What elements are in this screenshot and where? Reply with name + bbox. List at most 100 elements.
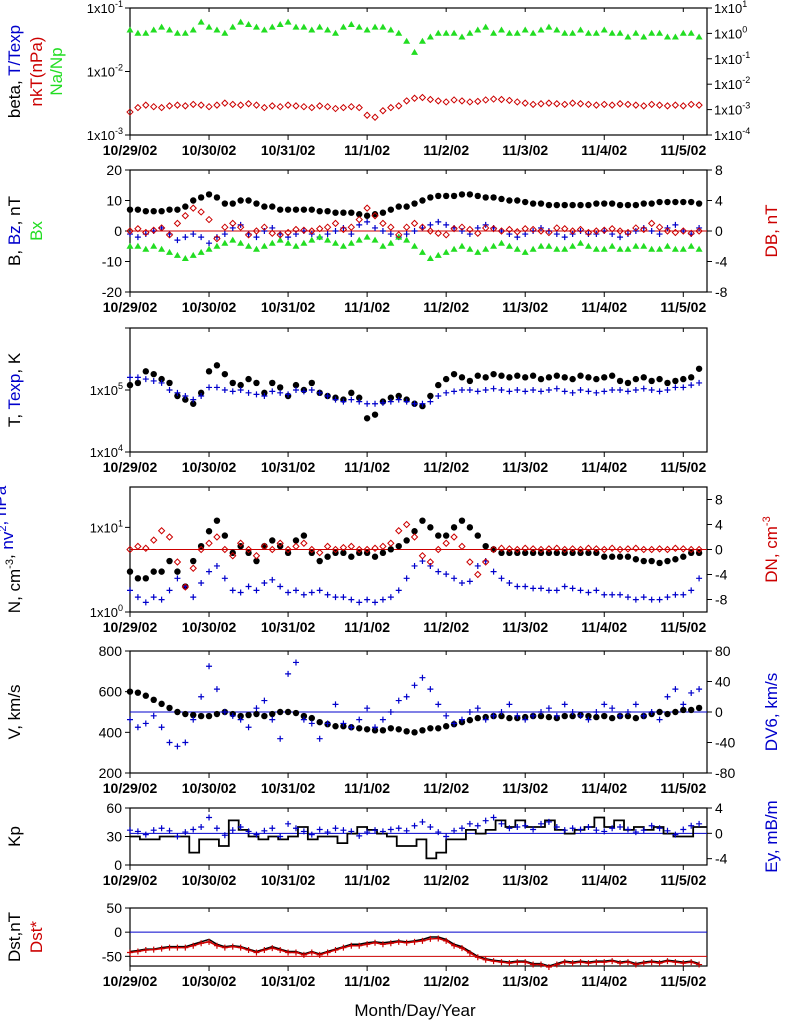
data-point: [427, 221, 434, 228]
y-tick-label-right: -4: [715, 851, 728, 867]
data-point: [569, 825, 576, 832]
data-point: [150, 827, 157, 834]
data-point: [182, 739, 189, 746]
data-point: [134, 575, 142, 582]
series-group: [126, 517, 703, 606]
data-point: [600, 226, 608, 234]
x-tick-label: 10/29/02: [103, 142, 158, 158]
data-point: [150, 536, 158, 544]
data-point: [252, 101, 261, 109]
data-point: [276, 236, 284, 243]
data-point: [616, 553, 624, 560]
data-point: [403, 939, 410, 946]
data-point: [529, 545, 537, 553]
data-point: [158, 700, 165, 708]
data-point: [561, 959, 568, 966]
data-point: [126, 206, 134, 213]
data-point: [529, 372, 537, 379]
data-point: [126, 108, 134, 116]
data-point: [522, 822, 529, 829]
data-point: [379, 23, 387, 30]
data-point: [450, 524, 458, 531]
data-point: [237, 221, 244, 228]
y-tick-label: -10: [102, 254, 122, 270]
data-point: [205, 539, 213, 547]
data-point: [593, 959, 600, 966]
data-point: [577, 239, 585, 246]
series-group: [127, 814, 707, 860]
data-point: [545, 23, 553, 30]
data-point: [150, 946, 157, 953]
data-point: [545, 242, 553, 249]
data-point: [632, 556, 640, 563]
data-point: [190, 826, 197, 833]
panel-kp: 10/29/02 10/30/02 10/31/02 11/1/02 11/2/02 11…: [5, 800, 781, 888]
data-point: [561, 388, 568, 395]
data-point: [244, 545, 253, 554]
x-tick-label: 11/1/02: [344, 619, 390, 635]
data-point: [656, 388, 663, 395]
data-point: [205, 191, 213, 198]
data-point: [324, 26, 332, 33]
y-axis-label-left-3: Na/Np: [47, 47, 66, 95]
data-point: [672, 556, 679, 563]
data-point: [213, 942, 220, 949]
data-point: [601, 200, 608, 207]
data-point: [292, 659, 299, 666]
data-point: [490, 712, 497, 719]
data-point: [221, 239, 229, 246]
data-point: [268, 23, 276, 30]
data-point: [506, 825, 513, 832]
data-point: [426, 95, 435, 104]
data-point: [221, 545, 229, 554]
data-point: [395, 697, 402, 704]
data-point: [688, 689, 695, 696]
data-point: [616, 245, 624, 252]
x-tick-label: 11/4/02: [581, 459, 627, 475]
data-point: [379, 399, 386, 406]
data-point: [308, 227, 316, 235]
data-point: [308, 236, 316, 243]
x-tick-label: 10/30/02: [182, 299, 237, 315]
data-point: [451, 827, 458, 834]
data-point: [585, 549, 592, 557]
data-point: [292, 381, 300, 389]
data-point: [601, 959, 608, 966]
data-point: [308, 103, 316, 112]
data-point: [664, 198, 671, 206]
data-point: [387, 103, 395, 112]
data-point: [545, 713, 553, 721]
data-point: [300, 239, 308, 246]
data-point: [569, 585, 576, 592]
data-point: [364, 829, 371, 836]
data-point: [166, 704, 173, 712]
data-point: [553, 824, 560, 830]
data-point: [609, 825, 616, 832]
data-point: [316, 557, 323, 565]
data-point: [347, 20, 355, 27]
data-point: [245, 724, 252, 731]
plot-frame: [129, 7, 708, 136]
data-point: [142, 376, 149, 383]
data-point: [277, 389, 284, 396]
data-point: [434, 251, 442, 258]
data-point: [411, 400, 418, 407]
data-point: [236, 539, 245, 547]
data-point: [237, 824, 244, 830]
data-point: [269, 825, 276, 832]
data-point: [387, 239, 395, 246]
data-point: [458, 387, 465, 393]
data-point: [538, 388, 545, 395]
data-point: [387, 539, 395, 547]
data-point: [300, 206, 308, 213]
data-point: [450, 245, 458, 252]
data-point: [126, 545, 134, 554]
data-point: [277, 833, 284, 840]
data-point: [150, 26, 158, 33]
data-point: [561, 29, 569, 36]
data-point: [356, 394, 363, 401]
data-point: [624, 228, 632, 237]
data-point: [126, 242, 134, 249]
data-point: [364, 705, 371, 712]
data-point: [427, 935, 434, 942]
